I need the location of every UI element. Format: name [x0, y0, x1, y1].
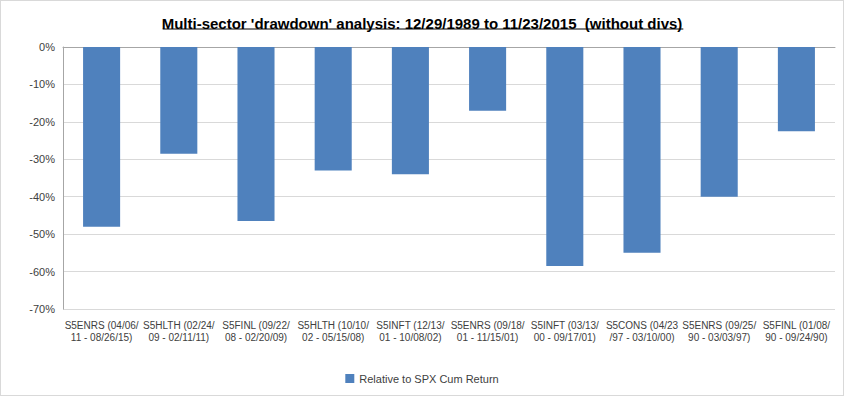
- svg-text:90 - 09/24/90): 90 - 09/24/90): [765, 332, 827, 343]
- svg-text:09 - 02/11/11): 09 - 02/11/11): [148, 332, 209, 343]
- svg-text:Multi-sector 'drawdown' analys: Multi-sector 'drawdown' analysis: 12/29/…: [162, 15, 683, 32]
- svg-text:S5INFT (03/13/: S5INFT (03/13/: [531, 320, 599, 331]
- svg-text:-40%: -40%: [29, 191, 55, 203]
- svg-text:-70%: -70%: [29, 303, 55, 315]
- svg-text:08 - 02/20/09): 08 - 02/20/09): [225, 332, 287, 343]
- svg-text:11 - 08/26/15): 11 - 08/26/15): [71, 332, 133, 343]
- svg-text:S5HLTH (10/10/: S5HLTH (10/10/: [297, 320, 369, 331]
- svg-text:-50%: -50%: [29, 228, 55, 240]
- svg-text:-20%: -20%: [29, 116, 55, 128]
- svg-text:90 - 03/03/97): 90 - 03/03/97): [688, 332, 750, 343]
- svg-text:00 - 09/17/01): 00 - 09/17/01): [534, 332, 596, 343]
- svg-text:S5FINL (01/08/: S5FINL (01/08/: [763, 320, 831, 331]
- svg-text:-10%: -10%: [29, 78, 55, 90]
- svg-text:01 - 10/08/02): 01 - 10/08/02): [379, 332, 441, 343]
- svg-text:S5INFT (12/13/: S5INFT (12/13/: [376, 320, 444, 331]
- svg-text:01 - 11/15/01): 01 - 11/15/01): [457, 332, 519, 343]
- svg-text:-30%: -30%: [29, 153, 55, 165]
- svg-text:0%: 0%: [39, 41, 55, 53]
- svg-text:02 - 05/15/08): 02 - 05/15/08): [302, 332, 364, 343]
- svg-text:S5FINL (09/22/: S5FINL (09/22/: [222, 320, 290, 331]
- svg-text:Relative to SPX Cum Return: Relative to SPX Cum Return: [359, 373, 498, 385]
- svg-text:S5ENRS (09/25/: S5ENRS (09/25/: [682, 320, 756, 331]
- svg-text:S5HLTH (02/24/: S5HLTH (02/24/: [143, 320, 215, 331]
- svg-text:/97 - 03/10/00): /97 - 03/10/00): [609, 332, 674, 343]
- svg-text:-60%: -60%: [29, 266, 55, 278]
- svg-text:S5ENRS (04/06/: S5ENRS (04/06/: [65, 320, 139, 331]
- svg-text:S5ENRS (09/18/: S5ENRS (09/18/: [451, 320, 525, 331]
- svg-text:S5CONS (04/23: S5CONS (04/23: [606, 320, 679, 331]
